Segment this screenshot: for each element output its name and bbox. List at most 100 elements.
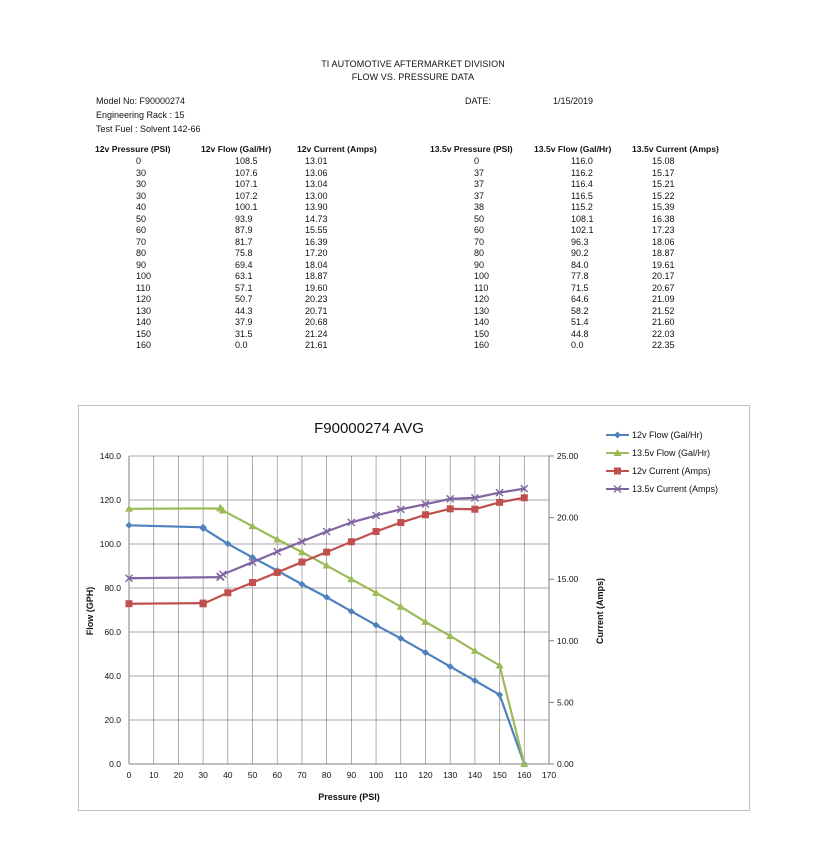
flow-pressure-chart: F90000274 AVG 0 10 20 30 40 50 60 70 80 90 100 110 1… bbox=[85, 420, 718, 802]
data-point bbox=[372, 528, 380, 536]
data-point bbox=[125, 574, 133, 583]
data-point bbox=[372, 588, 381, 596]
column-header: 13.5v Flow (Gal/Hr) bbox=[534, 144, 612, 154]
table-row: 90 84.0 19.61 bbox=[430, 260, 742, 272]
x-tick-label: 160 bbox=[517, 770, 531, 780]
table-cell: 60 bbox=[136, 225, 147, 235]
table-cell: 18.87 bbox=[305, 271, 328, 281]
x-tick-label: 50 bbox=[248, 770, 258, 780]
table-cell: 107.2 bbox=[235, 190, 258, 201]
table-row: 37 116.5 15.22 bbox=[430, 191, 742, 203]
table-row: 0 116.0 15.08 bbox=[430, 156, 742, 168]
data-point bbox=[471, 677, 479, 685]
table-cell: 38 bbox=[474, 202, 485, 212]
table-cell: 64.6 bbox=[571, 294, 589, 304]
data-point bbox=[323, 548, 331, 556]
table-row: 100 77.8 20.17 bbox=[430, 271, 742, 283]
data-point bbox=[323, 593, 331, 601]
table-row: 150 31.5 21.24 bbox=[95, 329, 407, 341]
x-tick-label: 0 bbox=[127, 770, 132, 780]
table-cell: 37 bbox=[474, 179, 485, 189]
table-row: 110 71.5 20.67 bbox=[430, 283, 742, 295]
table-cell: 130 bbox=[136, 305, 152, 316]
data-point bbox=[224, 540, 232, 548]
table-cell: 19.60 bbox=[305, 282, 328, 293]
table-cell: 15.21 bbox=[652, 179, 675, 189]
data-point bbox=[446, 505, 454, 513]
table-row: 38 115.2 15.39 bbox=[430, 202, 742, 214]
table-cell: 130 bbox=[474, 305, 490, 316]
table-cell: 160 bbox=[474, 340, 490, 350]
table-cell: 20.23 bbox=[305, 294, 328, 304]
table-row: 140 37.9 20.68 bbox=[95, 317, 407, 329]
x-tick-label: 60 bbox=[273, 770, 283, 780]
table-row: 110 57.1 19.60 bbox=[95, 283, 407, 295]
data-point bbox=[496, 691, 504, 699]
y2-tick-label: 25.00 bbox=[557, 451, 579, 461]
table-cell: 63.1 bbox=[235, 271, 253, 281]
data-point bbox=[322, 561, 331, 569]
table-row: 100 63.1 18.87 bbox=[95, 271, 407, 283]
table-cell: 69.4 bbox=[235, 259, 253, 270]
data-point bbox=[396, 505, 405, 514]
y-tick-label: 60.0 bbox=[104, 627, 121, 637]
data-point bbox=[470, 646, 479, 654]
x-tick-label: 10 bbox=[149, 770, 159, 780]
table-row: 60 102.1 17.23 bbox=[430, 225, 742, 237]
legend-entry: 12v Current (Amps) bbox=[632, 466, 711, 476]
x-tick-label: 20 bbox=[174, 770, 184, 780]
data-point bbox=[199, 524, 207, 532]
table-cell: 13.00 bbox=[305, 190, 328, 201]
table-cell: 108.1 bbox=[571, 213, 594, 224]
data-point bbox=[125, 504, 133, 512]
data-point bbox=[470, 493, 479, 502]
table-cell: 0 bbox=[474, 156, 480, 166]
data-point bbox=[446, 663, 454, 671]
x-tick-label: 100 bbox=[369, 770, 383, 780]
data-point bbox=[347, 575, 356, 583]
table-cell: 15.08 bbox=[652, 156, 675, 166]
table-cell: 57.1 bbox=[235, 282, 253, 293]
table-cell: 116.2 bbox=[571, 167, 593, 178]
legend-entry: 13.5v Flow (Gal/Hr) bbox=[632, 448, 710, 458]
table-cell: 15.55 bbox=[305, 225, 328, 235]
table-cell: 21.60 bbox=[652, 317, 675, 327]
table-cell: 22.35 bbox=[652, 340, 675, 350]
table-row: 30 107.6 13.06 bbox=[95, 168, 407, 180]
data-point bbox=[397, 519, 405, 527]
data-point bbox=[520, 494, 528, 502]
data-point bbox=[347, 538, 355, 546]
data-point bbox=[347, 607, 355, 615]
table-cell: 30 bbox=[136, 179, 147, 189]
table-cell: 108.5 bbox=[235, 156, 258, 166]
chart-container: F90000274 AVG 0 10 20 30 40 50 60 70 80 90 100 110 1… bbox=[78, 405, 750, 811]
table-cell: 116.0 bbox=[571, 156, 593, 166]
table-cell: 116.5 bbox=[571, 190, 593, 201]
table-cell: 100 bbox=[474, 271, 490, 281]
table-cell: 44.3 bbox=[235, 305, 253, 316]
legend-entry: 12v Flow (Gal/Hr) bbox=[632, 430, 703, 440]
table-cell: 75.8 bbox=[235, 248, 253, 258]
data-point bbox=[322, 527, 331, 536]
table-cell: 13.01 bbox=[305, 156, 328, 166]
table-cell: 51.4 bbox=[571, 317, 589, 327]
table-row: 37 116.2 15.17 bbox=[430, 168, 742, 180]
column-header: 13.5v Pressure (PSI) bbox=[430, 144, 513, 154]
legend-marker bbox=[614, 467, 621, 475]
x-tick-label: 30 bbox=[198, 770, 208, 780]
table-cell: 17.23 bbox=[652, 225, 675, 235]
table-cell: 140 bbox=[136, 317, 152, 327]
data-point bbox=[520, 484, 529, 493]
date-label: DATE: bbox=[465, 96, 491, 106]
table-cell: 31.5 bbox=[235, 328, 253, 339]
table-cell: 15.22 bbox=[652, 190, 675, 201]
data-point bbox=[421, 500, 430, 509]
data-point bbox=[218, 506, 227, 514]
y-axis-label: Flow (GPH) bbox=[85, 587, 95, 636]
table-cell: 19.61 bbox=[652, 259, 675, 270]
data-point bbox=[396, 602, 405, 610]
table-cell: 30 bbox=[136, 167, 147, 178]
data-point bbox=[496, 498, 504, 506]
y-tick-label: 100.0 bbox=[100, 539, 122, 549]
table-row: 0 108.5 13.01 bbox=[95, 156, 407, 168]
